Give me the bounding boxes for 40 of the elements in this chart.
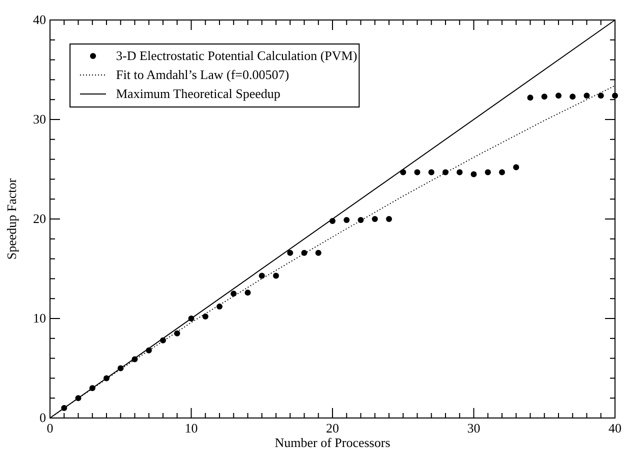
point xyxy=(527,94,534,101)
point xyxy=(230,290,237,297)
point xyxy=(244,290,251,296)
point xyxy=(202,314,208,320)
point xyxy=(499,169,505,176)
point xyxy=(598,92,604,99)
point xyxy=(470,171,477,178)
y-tick-label: 30 xyxy=(33,112,46,127)
legend-label: Fit to Amdahl’s Law (f=0.00507) xyxy=(116,67,290,82)
point xyxy=(428,169,434,176)
y-tick-label: 20 xyxy=(33,211,46,226)
point xyxy=(216,304,222,310)
point xyxy=(570,94,576,100)
x-tick-label: 20 xyxy=(326,420,339,436)
point xyxy=(386,216,392,222)
point xyxy=(258,272,265,279)
point xyxy=(273,272,279,279)
point xyxy=(484,169,491,176)
x-tick-label: 30 xyxy=(467,420,480,436)
legend-label: 3-D Electrostatic Potential Calculation (PVM) xyxy=(116,48,358,63)
point xyxy=(456,169,463,176)
y-tick-label: 10 xyxy=(33,310,46,326)
point xyxy=(315,250,322,256)
x-tick-label: 40 xyxy=(608,420,622,436)
point xyxy=(541,94,548,100)
point xyxy=(556,92,562,99)
y-tick-label: 40 xyxy=(33,12,46,28)
y-tick-label: 0 xyxy=(40,410,46,426)
x-tick-label: 10 xyxy=(184,420,198,436)
point xyxy=(513,164,520,170)
point xyxy=(414,169,420,176)
y-axis-title: Speedup Factor xyxy=(4,178,19,260)
point xyxy=(372,216,378,222)
legend-label: Maximum Theoretical Speedup xyxy=(116,86,280,101)
point xyxy=(174,330,180,336)
point xyxy=(612,92,618,99)
x-axis-title: Number of Processors xyxy=(274,435,390,450)
point xyxy=(584,92,590,99)
point xyxy=(344,216,350,223)
point xyxy=(287,250,294,256)
